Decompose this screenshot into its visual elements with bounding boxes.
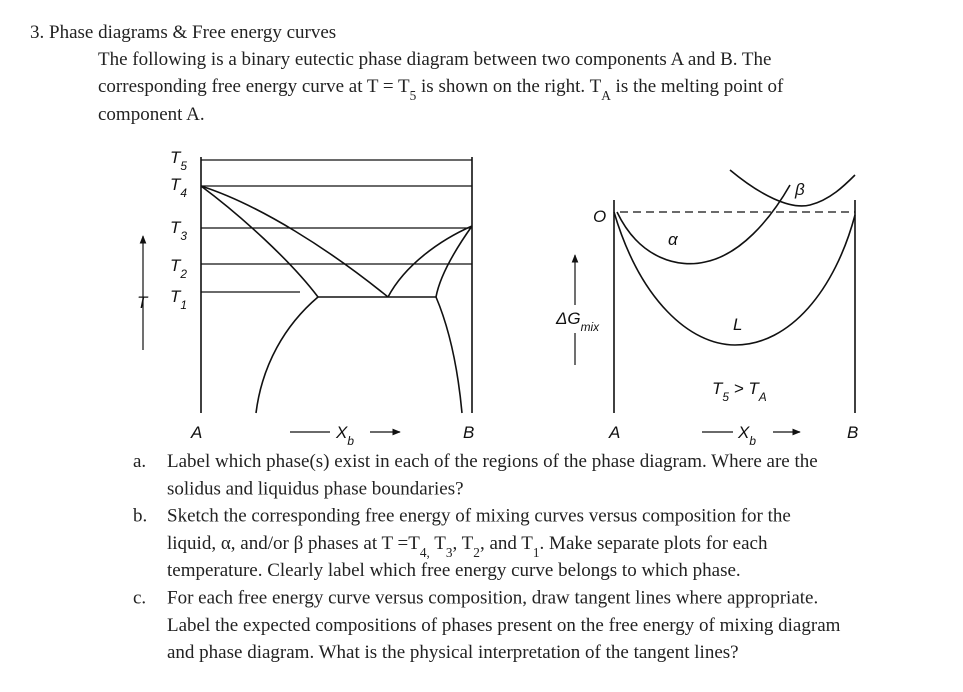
subscript: 5 [410,88,417,103]
text-run: solidus and liquidus phase boundaries? [167,478,464,499]
end-label: B [463,423,474,442]
text-run: L [733,315,742,334]
condition-label: T5 > TA [712,379,767,404]
subscript: b [347,434,354,448]
text-run: O [593,207,606,226]
text-run: , and T [480,533,533,554]
subscript: 3 [446,544,453,559]
text-run: Sketch the corresponding free energy of … [167,506,791,527]
question-line: Sketch the corresponding free energy of … [167,506,791,527]
text-run: . Make separate plots for each [540,533,768,554]
origin-label: O [593,207,606,226]
intro-line: The following is a binary eutectic phase… [98,49,771,70]
end-label: B [847,423,858,442]
text-run: Label which phase(s) exist in each of th… [167,451,818,472]
question-line: temperature. Clearly label which free en… [167,560,741,581]
text-run: temperature. Clearly label which free en… [167,560,741,581]
text-run: β [794,180,805,199]
question-letter: c. [133,588,146,609]
text-run: A [190,423,202,442]
text-run: > T [729,379,760,398]
subscript: 5 [180,159,187,173]
text-run: liquid, α, and/or β phases at T =T [167,533,420,554]
intro-line: component A. [98,104,205,125]
questions: a. Label which phase(s) exist in each of … [133,451,841,663]
subscript: 2 [473,544,480,559]
heading: 3. Phase diagrams & Free energy curves [30,22,336,43]
subscript: A [601,88,611,103]
text-run: The following is a binary eutectic phase… [98,49,771,70]
text-run: T [430,533,446,554]
question-line: solidus and liquidus phase boundaries? [167,478,464,499]
text-run: T [170,287,182,306]
temperature-label: T1 [170,287,187,312]
text-run: is the melting point of [611,76,784,97]
subscript: A [758,390,767,404]
text-run: T [712,379,724,398]
text-run: is shown on the right. T [416,76,601,97]
text-run: B [847,423,858,442]
text-run: , T [453,533,474,554]
text-run: X [737,423,750,442]
end-label: A [190,423,202,442]
text-run: T [170,256,182,275]
question-line: Label which phase(s) exist in each of th… [167,451,818,472]
subscript: 1 [180,298,187,312]
text-run: For each free energy curve versus compos… [167,588,818,609]
text-run: X [335,423,348,442]
question-letter: a. [133,451,146,472]
free-energy-diagram [555,169,856,444]
axis-label: ΔGmix [555,309,600,334]
subscript: mix [581,320,601,334]
subscript: 3 [180,229,187,243]
text-run: T [170,148,182,167]
subscript: 4 [180,186,187,200]
subscript: b [749,434,756,448]
temperature-label: T2 [170,256,187,281]
phase-label: β [794,180,805,199]
text-run: T [137,293,149,312]
intro-line: corresponding free energy curve at T = T… [98,76,784,103]
text-run: B [463,423,474,442]
temperature-label: T5 [170,148,187,173]
text-run: T [170,175,182,194]
phase-diagram [139,157,473,444]
phase-label: L [733,315,742,334]
axis-label: Xb [335,423,354,448]
text-run: T [170,218,182,237]
text-run: Label the expected compositions of phase… [167,615,841,636]
subscript: 5 [722,390,729,404]
text-run: and phase diagram. What is the physical … [167,642,739,663]
question-line: For each free energy curve versus compos… [167,588,818,609]
axis-label: Xb [737,423,756,448]
temperature-label: T4 [170,175,187,200]
question-line: Label the expected compositions of phase… [167,615,841,636]
text-run: corresponding free energy curve at T = T [98,76,410,97]
end-label: A [608,423,620,442]
subscript: 1 [533,544,540,559]
text-run: α [668,230,679,249]
text-run: component A. [98,104,205,125]
text-run: A [608,423,620,442]
phase-label: α [668,230,679,249]
question-line: and phase diagram. What is the physical … [167,642,739,663]
text-run: ΔG [555,309,581,328]
temperature-label: T3 [170,218,187,243]
subscript: 2 [179,267,187,281]
question-line: liquid, α, and/or β phases at T =T4, T3,… [167,533,768,560]
question-letter: b. [133,506,147,527]
subscript: 4, [420,544,430,559]
axis-label: T [137,293,149,312]
